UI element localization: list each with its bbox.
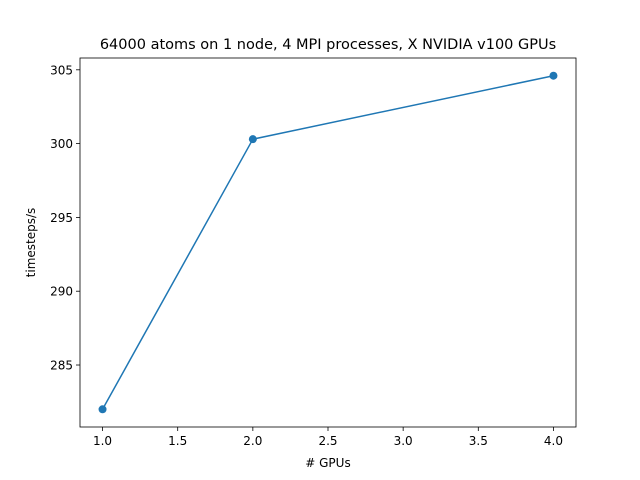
- series-layer: [98, 71, 558, 414]
- x-tick-label: 1.5: [168, 434, 187, 448]
- x-tick-label: 2.5: [318, 434, 337, 448]
- y-tick-label: 300: [50, 137, 73, 151]
- x-axis-label: # GPUs: [305, 456, 350, 470]
- y-tick-label: 285: [50, 359, 73, 373]
- data-point: [98, 405, 107, 414]
- x-axis: 1.0 1.5 2.0 2.5 3.0 3.5 4.0: [93, 427, 563, 448]
- y-tick-label: 290: [50, 285, 73, 299]
- y-axis: 285 290 295 300 305: [50, 63, 80, 373]
- x-tick-label: 1.0: [93, 434, 112, 448]
- data-point: [248, 135, 257, 144]
- data-point: [549, 71, 558, 80]
- plot-frame: [79, 57, 577, 428]
- x-tick-label: 2.0: [243, 434, 262, 448]
- y-tick-label: 305: [50, 63, 73, 77]
- y-axis-label: timesteps/s: [24, 208, 38, 278]
- series-line: [101, 74, 554, 410]
- chart-title: 64000 atoms on 1 node, 4 MPI processes, …: [100, 37, 556, 53]
- x-tick-label: 4.0: [544, 434, 563, 448]
- x-tick-label: 3.0: [394, 434, 413, 448]
- y-tick-label: 295: [50, 211, 73, 225]
- x-tick-label: 3.5: [469, 434, 488, 448]
